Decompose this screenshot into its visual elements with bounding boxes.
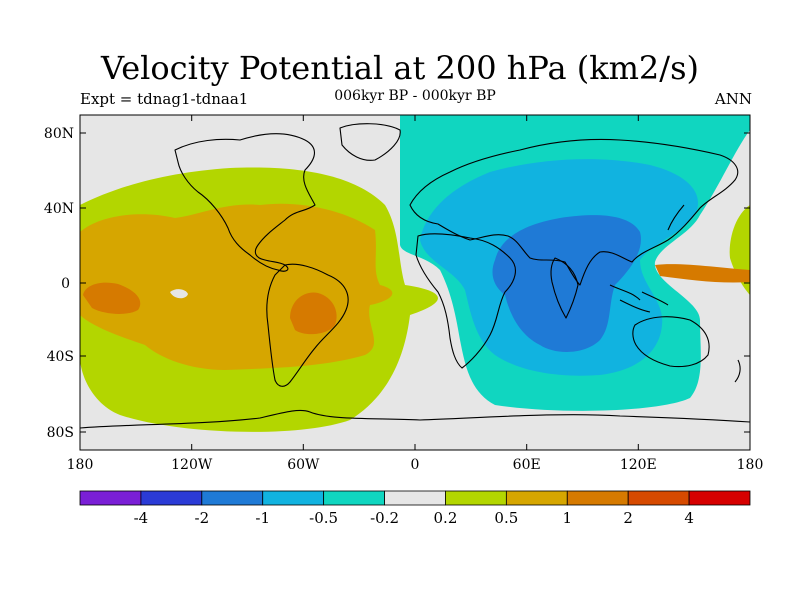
contour-fill xyxy=(80,115,750,432)
colorbar-swatch xyxy=(79,490,142,506)
colorbar-label: -4 xyxy=(134,509,149,527)
coast-japan xyxy=(667,204,685,231)
colorbar-label: 0.2 xyxy=(434,509,458,527)
contour-positive-1-west xyxy=(83,282,141,314)
lat-tick-label: 40S xyxy=(47,349,74,365)
colorbar-swatch xyxy=(140,490,203,506)
colorbar-label: 2 xyxy=(623,509,633,527)
colorbar-label: -2 xyxy=(195,509,210,527)
lat-tick-label: 80S xyxy=(47,425,74,441)
colorbar-swatch xyxy=(627,490,690,506)
lon-tick-label: 180 xyxy=(737,457,764,473)
colorbar-labels: -4 -2 -1 -0.5 -0.2 0.2 0.5 1 2 4 xyxy=(134,509,694,527)
lon-tick-label: 120E xyxy=(620,457,657,473)
experiment-label: Expt = tdnag1-tdnaa1 xyxy=(80,90,249,108)
colorbar-label: 0.5 xyxy=(494,509,518,527)
coast-new-zealand xyxy=(734,359,741,383)
contour-negative-1 xyxy=(492,215,641,352)
lat-ticks xyxy=(80,132,750,433)
colorbar-swatch xyxy=(323,490,385,506)
contour-gap xyxy=(170,289,188,299)
lon-tick-label: 60W xyxy=(287,457,320,473)
colorbar-label: -1 xyxy=(255,509,270,527)
lat-tick-label: 40N xyxy=(44,201,74,217)
period-label: 006kyr BP - 000kyr BP xyxy=(334,88,496,104)
lon-tick-label: 180 xyxy=(67,457,94,473)
season-label: ANN xyxy=(714,90,752,108)
colorbar-label: 4 xyxy=(684,509,694,527)
colorbar-swatch xyxy=(566,490,629,506)
lat-tick-label: 80N xyxy=(44,126,74,142)
lon-tick-label: 120W xyxy=(171,457,213,473)
colorbar-swatch xyxy=(262,490,325,506)
coast-maritime-continent xyxy=(609,284,669,313)
colorbar xyxy=(79,490,751,506)
coast-south-america xyxy=(266,263,349,387)
colorbar-label: 1 xyxy=(562,509,572,527)
coast-eurasia xyxy=(409,138,739,286)
coast-australia xyxy=(632,316,710,368)
coast-north-america xyxy=(174,133,316,272)
lon-ticks xyxy=(79,115,751,450)
coast-greenland xyxy=(339,123,401,161)
coast-india xyxy=(550,257,579,319)
coast-antarctica xyxy=(80,409,750,429)
lat-tick-label: 0 xyxy=(61,276,70,292)
lon-tick-label: 60E xyxy=(513,457,541,473)
coastlines xyxy=(80,123,750,429)
contour-positive-1-brazil xyxy=(290,292,337,335)
colorbar-swatch xyxy=(384,490,446,506)
colorbar-label: -0.2 xyxy=(370,509,399,527)
colorbar-swatch xyxy=(201,490,264,506)
map-title: Velocity Potential at 200 hPa (km2/s) xyxy=(101,49,699,87)
lon-tick-label: 0 xyxy=(411,457,420,473)
colorbar-swatch xyxy=(445,490,507,506)
contour-positive-maritime xyxy=(655,264,750,283)
colorbar-swatch xyxy=(505,490,568,506)
colorbar-label: -0.5 xyxy=(309,509,338,527)
coast-africa xyxy=(415,233,516,369)
colorbar-swatch xyxy=(688,490,751,506)
